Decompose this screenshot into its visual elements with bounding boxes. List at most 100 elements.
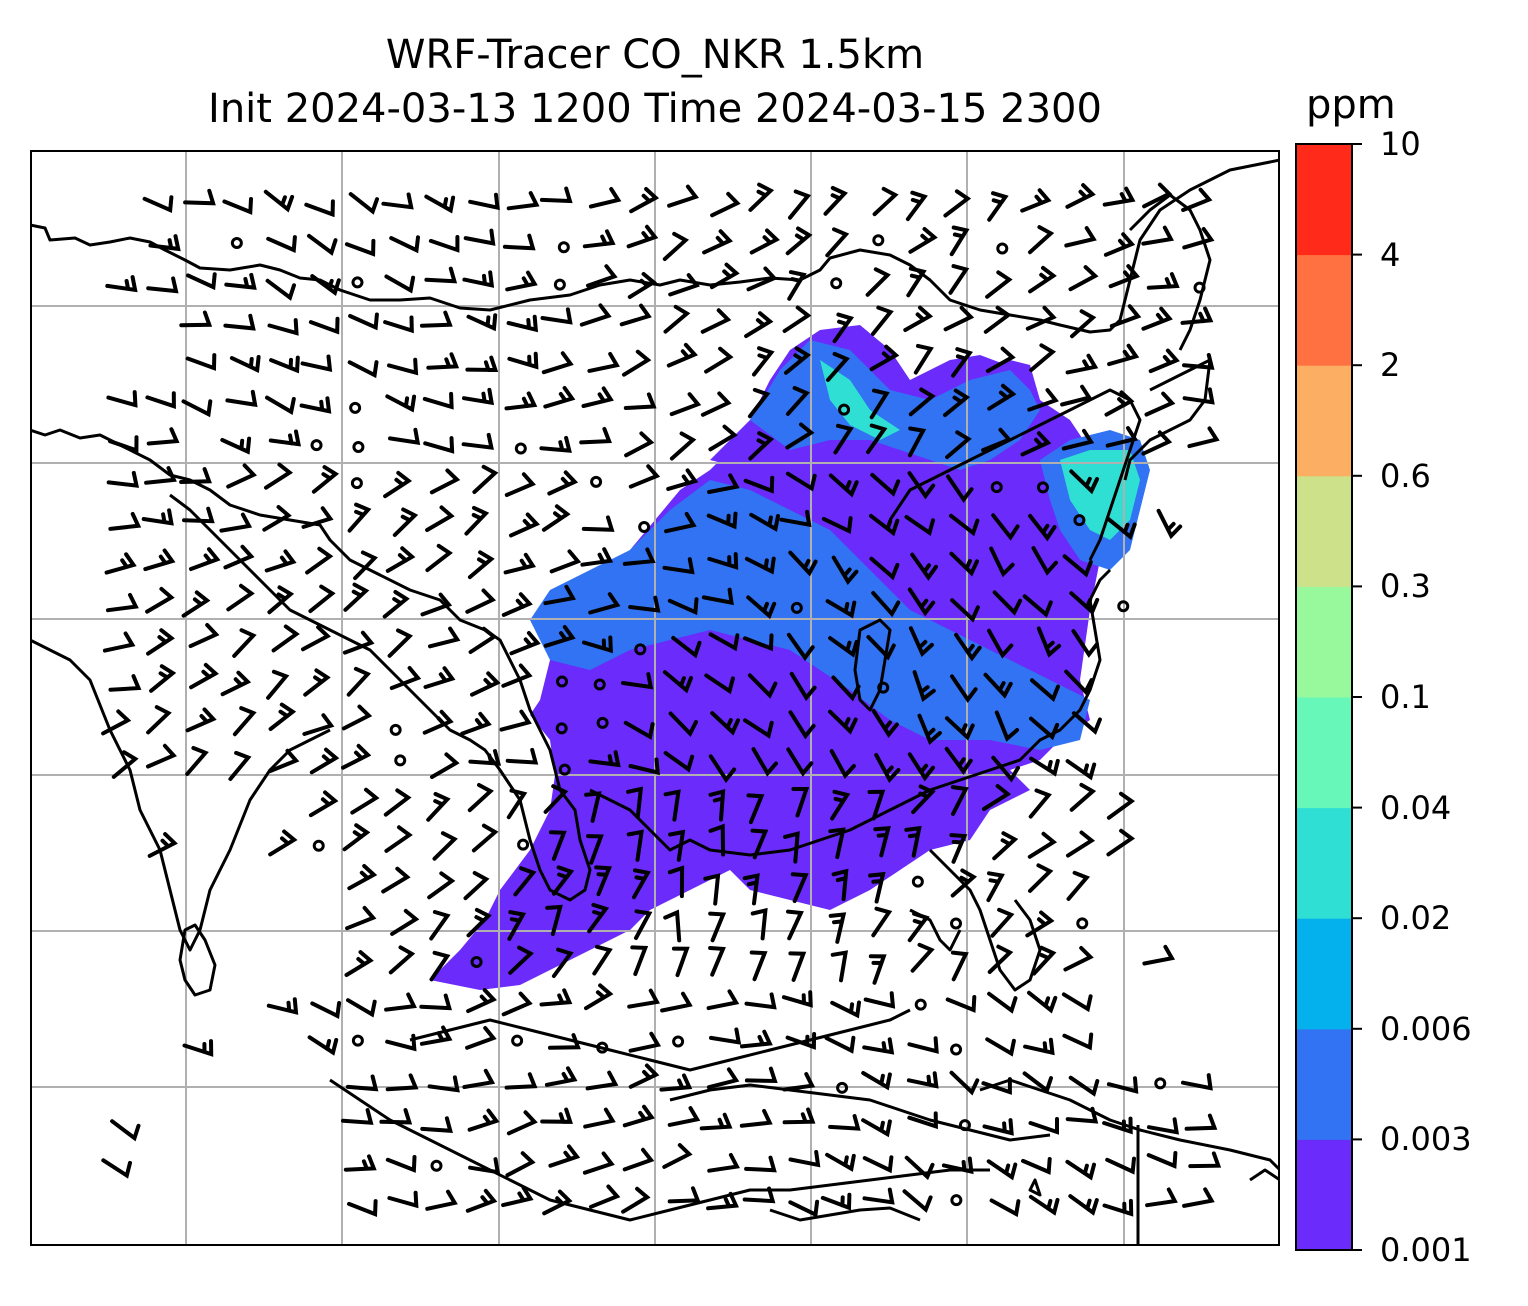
calm-circle (1117, 600, 1130, 613)
wind-barb (307, 233, 338, 256)
wind-barb (343, 1154, 377, 1172)
calm-circle (590, 475, 603, 488)
wind-barb (622, 1104, 655, 1128)
wind-barb (266, 997, 299, 1015)
wind-barb (662, 557, 695, 575)
colorbar-tick-label: 0.006 (1380, 1009, 1472, 1048)
wind-barb (505, 747, 539, 765)
wind-barb (629, 187, 660, 214)
wind-barb (467, 783, 494, 813)
wind-barb (472, 464, 499, 494)
wind-barb (228, 750, 252, 781)
wind-barb (868, 954, 887, 985)
wind-barb (347, 864, 378, 891)
wind-barb (426, 352, 460, 370)
wind-barb (1069, 469, 1099, 495)
wind-barb (1066, 870, 1091, 901)
wind-barb (744, 1155, 777, 1173)
wind-barb (825, 599, 857, 619)
wind-barb (308, 316, 340, 335)
wind-barb (513, 866, 537, 897)
wind-barb (992, 590, 1023, 616)
wind-barb (869, 556, 900, 581)
wind-barb (1145, 1187, 1178, 1208)
wind-barb (1188, 1151, 1222, 1169)
wind-barb (507, 910, 527, 941)
calm-circle (830, 277, 843, 290)
wind-barb (465, 588, 496, 614)
wind-barb (708, 911, 727, 943)
wind-barb (950, 598, 980, 623)
wind-barb (594, 865, 613, 897)
wind-barb (148, 234, 181, 252)
wind-barb (985, 1037, 1016, 1057)
wind-barb (310, 1001, 342, 1019)
wind-barb (1027, 990, 1058, 1014)
wind-barb (866, 423, 888, 455)
wind-barb (506, 314, 539, 333)
wind-barb (700, 391, 732, 417)
wind-barb (907, 587, 936, 617)
wind-barb (344, 238, 376, 257)
wind-barb (344, 950, 374, 977)
wind-barb (588, 592, 621, 615)
wind-barb (428, 626, 461, 649)
wind-barb (383, 788, 412, 817)
wind-barb (710, 711, 740, 736)
wind-barb (868, 871, 886, 904)
wind-barb (579, 427, 612, 445)
wind-barb (301, 625, 332, 652)
wind-barb (904, 825, 922, 858)
wind-barb (183, 188, 216, 206)
wind-barb (347, 502, 372, 533)
wind-barb (748, 431, 775, 461)
wind-barb (420, 1116, 453, 1133)
wind-barb (986, 871, 1005, 903)
wind-barb (468, 749, 502, 766)
wind-barb (1061, 428, 1095, 451)
wind-barb (467, 1108, 500, 1132)
wind-barb (1141, 306, 1173, 331)
calm-circle (950, 1043, 963, 1056)
wind-barb (949, 551, 979, 577)
wind-barb (466, 313, 498, 332)
wind-barb (185, 746, 209, 776)
wind-barb (299, 396, 332, 414)
wind-barb (347, 1199, 378, 1217)
calm-circle (556, 675, 569, 688)
wind-barb (345, 1074, 379, 1092)
wind-barb (989, 546, 1015, 578)
wind-barb (742, 633, 774, 652)
calm-circle (836, 1081, 849, 1094)
wind-barb (866, 635, 896, 661)
wind-barb (1064, 226, 1097, 248)
wind-barb (220, 436, 252, 455)
calm-circle (394, 754, 407, 767)
wind-barb (182, 1039, 214, 1057)
wind-barb (907, 1111, 938, 1130)
wind-barb (821, 516, 853, 535)
wind-barb (1069, 591, 1100, 616)
wind-barb (949, 833, 968, 864)
wind-barb (703, 873, 721, 906)
wind-barb (1065, 1106, 1099, 1124)
wind-barb (504, 1072, 538, 1090)
wind-barb (667, 184, 699, 208)
wind-barb (505, 1151, 536, 1178)
wind-barb (743, 718, 774, 739)
wind-barb (706, 1067, 740, 1090)
wind-barb (910, 552, 938, 581)
wind-barb (464, 505, 490, 536)
wind-barb (423, 436, 455, 454)
wind-barb (744, 311, 774, 339)
wind-barb (622, 547, 656, 566)
wind-barb (548, 1144, 581, 1168)
calm-circle (555, 722, 568, 735)
wind-barb (186, 272, 217, 291)
wind-barb (381, 866, 411, 894)
wind-barb (863, 991, 896, 1009)
wind-barb (744, 1066, 778, 1084)
wind-barb (949, 1070, 980, 1096)
wind-barb (747, 387, 771, 419)
wind-barb (785, 422, 815, 450)
